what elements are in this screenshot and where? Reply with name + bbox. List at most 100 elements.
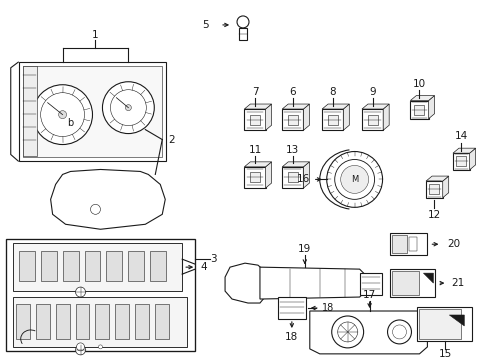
Text: 2: 2	[168, 135, 175, 145]
Polygon shape	[469, 148, 476, 170]
Text: 20: 20	[447, 239, 461, 249]
Bar	[429, 184, 440, 194]
Bar	[150, 251, 166, 281]
Polygon shape	[343, 104, 349, 130]
Bar	[410, 237, 417, 251]
Circle shape	[75, 345, 86, 355]
Circle shape	[335, 159, 374, 199]
Bar	[19, 251, 35, 281]
Bar	[245, 167, 266, 188]
Bar	[23, 66, 37, 156]
Text: 5: 5	[202, 20, 209, 30]
Circle shape	[59, 111, 67, 118]
Polygon shape	[282, 104, 309, 109]
Bar	[55, 304, 70, 339]
Circle shape	[91, 204, 100, 214]
Bar	[16, 304, 30, 339]
Bar	[328, 114, 338, 125]
Bar	[41, 251, 57, 281]
Text: b: b	[68, 118, 74, 127]
Text: 12: 12	[428, 210, 441, 220]
Text: M: M	[351, 175, 358, 184]
Text: 6: 6	[290, 87, 296, 97]
Bar	[116, 304, 129, 339]
Bar	[250, 114, 260, 125]
Bar	[250, 172, 260, 183]
Bar	[245, 109, 266, 130]
Polygon shape	[245, 104, 271, 109]
Bar	[453, 153, 469, 170]
Circle shape	[237, 16, 249, 28]
Bar	[75, 304, 90, 339]
Text: 19: 19	[298, 244, 312, 254]
Text: 16: 16	[296, 175, 310, 184]
Bar	[368, 114, 378, 125]
Text: 21: 21	[451, 278, 465, 288]
Circle shape	[75, 287, 86, 297]
Bar	[155, 304, 169, 339]
Text: 1: 1	[92, 30, 99, 40]
Bar	[96, 304, 109, 339]
Polygon shape	[453, 148, 476, 153]
Text: 10: 10	[413, 79, 426, 89]
Text: 11: 11	[248, 144, 262, 154]
Circle shape	[33, 85, 93, 144]
Bar	[362, 109, 383, 130]
Bar	[23, 66, 162, 157]
Text: 18: 18	[322, 303, 334, 313]
Polygon shape	[303, 162, 309, 188]
Polygon shape	[423, 273, 433, 283]
Text: 14: 14	[455, 131, 468, 140]
Circle shape	[98, 345, 102, 349]
Bar	[322, 109, 343, 130]
Circle shape	[332, 316, 364, 348]
Bar	[390, 233, 427, 255]
Circle shape	[125, 105, 131, 111]
Text: 9: 9	[369, 87, 376, 97]
Text: 4: 4	[200, 262, 207, 272]
Polygon shape	[266, 104, 271, 130]
Bar	[13, 297, 187, 347]
Polygon shape	[429, 95, 435, 119]
Polygon shape	[383, 104, 389, 130]
Bar	[84, 251, 100, 281]
Bar	[128, 251, 145, 281]
Polygon shape	[282, 162, 309, 167]
Polygon shape	[50, 170, 165, 229]
Bar	[419, 309, 461, 339]
Circle shape	[327, 152, 383, 207]
Polygon shape	[260, 267, 366, 299]
Circle shape	[41, 93, 84, 136]
Bar	[135, 304, 149, 339]
Text: 13: 13	[286, 144, 299, 154]
Polygon shape	[426, 176, 449, 181]
Bar	[415, 105, 424, 114]
Bar	[239, 28, 247, 40]
Polygon shape	[266, 162, 271, 188]
Bar	[456, 157, 466, 166]
Circle shape	[102, 82, 154, 134]
Polygon shape	[322, 104, 349, 109]
Bar	[13, 243, 182, 291]
Bar	[417, 307, 472, 341]
Polygon shape	[410, 95, 435, 100]
Bar	[360, 273, 382, 295]
Bar	[106, 251, 122, 281]
Bar	[288, 114, 298, 125]
Circle shape	[76, 343, 84, 351]
Polygon shape	[449, 315, 465, 326]
Text: 8: 8	[329, 87, 336, 97]
Bar	[278, 297, 306, 319]
Circle shape	[388, 320, 412, 344]
Polygon shape	[303, 104, 309, 130]
Text: 18: 18	[285, 332, 298, 342]
Polygon shape	[310, 311, 427, 354]
Bar	[426, 181, 443, 198]
Bar	[36, 304, 49, 339]
Bar	[390, 269, 436, 297]
Bar	[19, 62, 166, 162]
Circle shape	[341, 166, 368, 193]
Polygon shape	[443, 176, 449, 198]
Bar	[392, 235, 408, 253]
Bar	[63, 251, 78, 281]
